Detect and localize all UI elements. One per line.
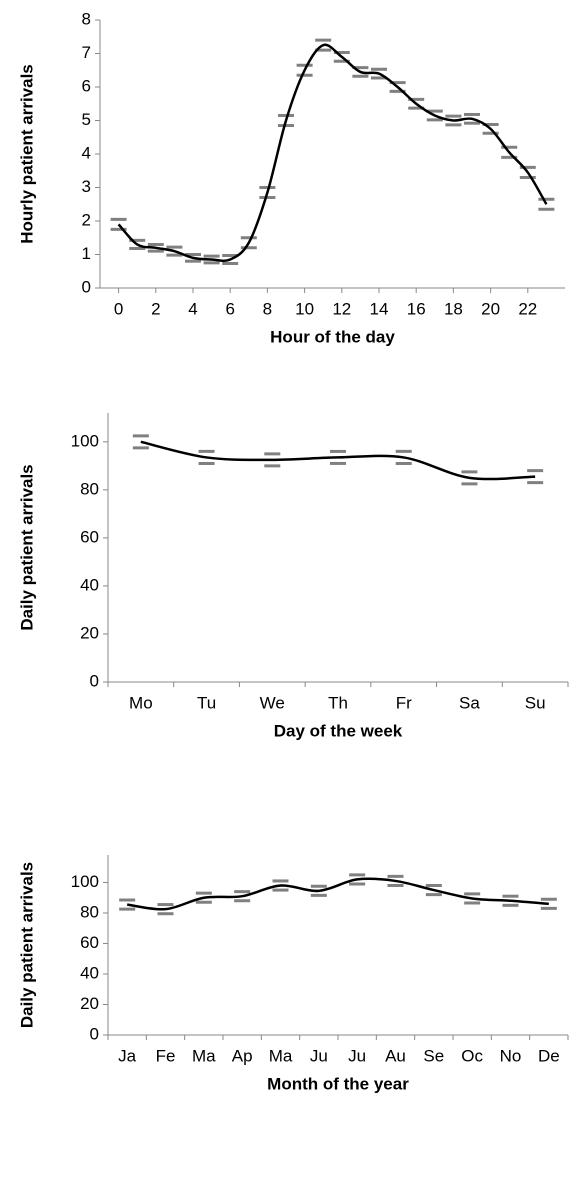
x-tick-label: 0 bbox=[114, 299, 123, 318]
x-tick-label: Ma bbox=[192, 1046, 216, 1065]
x-axis-title: Day of the week bbox=[274, 721, 403, 740]
x-tick-label: 8 bbox=[263, 299, 272, 318]
y-tick-label: 4 bbox=[82, 143, 91, 162]
x-tick-label: 10 bbox=[295, 299, 314, 318]
line bbox=[126, 877, 549, 911]
x-tick-label: 20 bbox=[481, 299, 500, 318]
x-tick-label: 6 bbox=[225, 299, 234, 318]
y-tick-label: 5 bbox=[82, 110, 91, 129]
y-tick-label: 20 bbox=[80, 623, 99, 642]
x-tick-label: Oc bbox=[461, 1046, 483, 1065]
y-tick-label: 0 bbox=[90, 671, 99, 690]
y-tick-label: 60 bbox=[80, 527, 99, 546]
x-axis-title: Hour of the day bbox=[270, 327, 395, 346]
y-tick-label: 60 bbox=[80, 933, 99, 952]
x-tick-label: Ja bbox=[118, 1046, 137, 1065]
y-tick-label: 20 bbox=[80, 994, 99, 1013]
y-tick-label: 40 bbox=[80, 575, 99, 594]
y-tick-label: 0 bbox=[82, 277, 91, 296]
x-tick-label: 14 bbox=[370, 299, 389, 318]
x-tick-label: 16 bbox=[407, 299, 426, 318]
x-tick-label: Au bbox=[385, 1046, 406, 1065]
y-tick-label: 80 bbox=[80, 902, 99, 921]
x-tick-label: 22 bbox=[518, 299, 537, 318]
x-tick-label: 4 bbox=[188, 299, 197, 318]
x-tick-label: 18 bbox=[444, 299, 463, 318]
y-axis-title: Daily patient arrivals bbox=[17, 862, 36, 1028]
line bbox=[117, 43, 548, 263]
y-tick-label: 3 bbox=[82, 177, 91, 196]
x-tick-label: No bbox=[500, 1046, 522, 1065]
x-tick-label: Su bbox=[525, 693, 546, 712]
x-tick-label: 12 bbox=[332, 299, 351, 318]
y-tick-label: 2 bbox=[82, 210, 91, 229]
x-axis-title: Month of the year bbox=[267, 1074, 409, 1093]
y-tick-label: 100 bbox=[71, 872, 99, 891]
x-tick-label: Ap bbox=[232, 1046, 253, 1065]
x-tick-label: Mo bbox=[129, 693, 153, 712]
x-tick-label: De bbox=[538, 1046, 560, 1065]
y-tick-label: 80 bbox=[80, 479, 99, 498]
x-tick-label: Th bbox=[328, 693, 348, 712]
y-tick-label: 0 bbox=[90, 1024, 99, 1043]
x-tick-label: Ma bbox=[269, 1046, 293, 1065]
y-tick-label: 6 bbox=[82, 76, 91, 95]
x-tick-label: Fr bbox=[396, 693, 412, 712]
x-tick-label: Fe bbox=[156, 1046, 176, 1065]
x-tick-label: Ju bbox=[310, 1046, 328, 1065]
y-tick-label: 8 bbox=[82, 9, 91, 28]
y-axis-title: Daily patient arrivals bbox=[17, 464, 36, 630]
y-tick-label: 7 bbox=[82, 43, 91, 62]
y-tick-label: 1 bbox=[82, 244, 91, 263]
x-tick-label: We bbox=[260, 693, 285, 712]
x-tick-label: Se bbox=[423, 1046, 444, 1065]
x-tick-label: Ju bbox=[348, 1046, 366, 1065]
y-tick-label: 40 bbox=[80, 963, 99, 982]
y-tick-label: 100 bbox=[71, 431, 99, 450]
x-tick-label: 2 bbox=[151, 299, 160, 318]
x-tick-label: Tu bbox=[197, 693, 216, 712]
y-axis-title: Hourly patient arrivals bbox=[17, 64, 36, 244]
x-tick-label: Sa bbox=[459, 693, 480, 712]
line bbox=[140, 440, 536, 481]
